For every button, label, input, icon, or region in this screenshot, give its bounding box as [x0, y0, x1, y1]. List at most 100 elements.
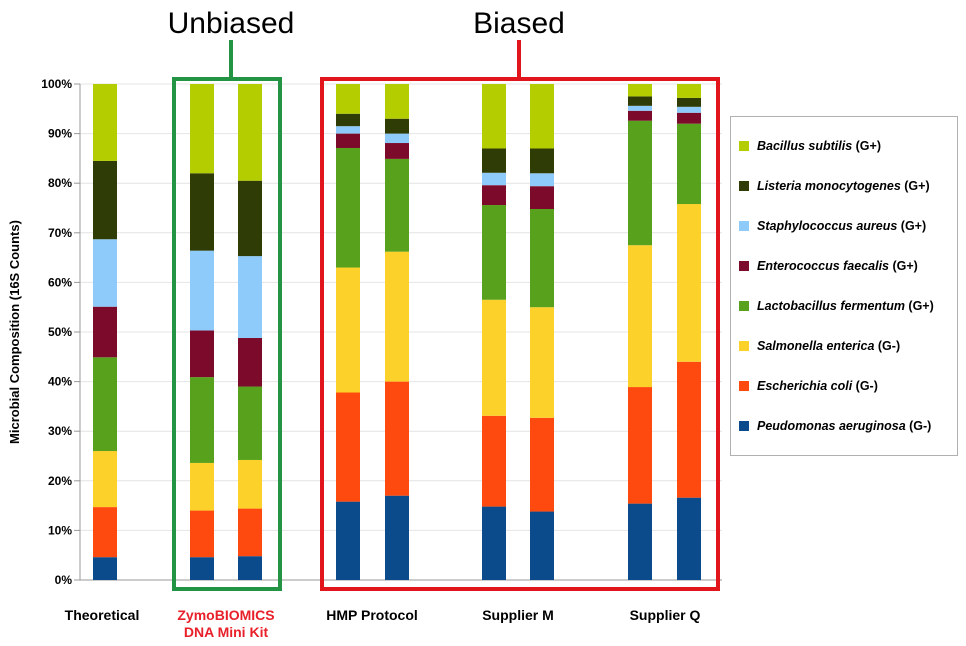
y-tick-label: 60%	[48, 275, 72, 289]
legend-swatch	[739, 301, 749, 311]
legend-label: Escherichia coli (G-)	[757, 379, 878, 393]
bar-segment	[482, 148, 506, 173]
bar-segment	[336, 133, 360, 148]
legend-gram-tag: (G+)	[897, 219, 927, 233]
bar-segment	[677, 84, 701, 98]
legend-species: Staphylococcus aureus	[757, 219, 898, 233]
y-tick-label: 90%	[48, 127, 72, 141]
y-axis: 0% 10% 20% 30% 40% 50% 60% 70% 80% 90% 100%	[41, 77, 722, 587]
bar-segment	[530, 208, 554, 308]
y-tick-label: 30%	[48, 424, 72, 438]
bar-segment	[190, 250, 214, 331]
y-tick-label: 10%	[48, 523, 72, 537]
bar-segment	[385, 133, 409, 144]
bar-segment	[190, 330, 214, 378]
y-tick-label: 20%	[48, 474, 72, 488]
bar-segment	[530, 307, 554, 418]
x-group-label: Theoretical	[65, 607, 140, 623]
annotations-layer: Unbiased Biased	[168, 7, 720, 591]
bar-segment	[628, 120, 652, 246]
bar-segment	[628, 245, 652, 388]
bar-segment	[482, 172, 506, 186]
legend-species: Salmonella enterica	[757, 339, 875, 353]
legend-gram-tag: (G-)	[874, 339, 901, 353]
legend-label: Listeria monocytogenes (G+)	[757, 179, 930, 193]
x-group-label: Supplier Q	[630, 607, 701, 623]
bar-segment	[628, 503, 652, 580]
bar-segment	[628, 105, 652, 111]
bar-segment	[482, 205, 506, 300]
legend-item: Escherichia coli (G-)	[739, 377, 878, 395]
legend-item: Salmonella enterica (G-)	[739, 337, 900, 355]
annotation-label: Biased	[473, 7, 565, 40]
legend-item: Peudomonas aeruginosa (G-)	[739, 417, 931, 435]
bar-segment	[238, 84, 262, 181]
bar-segment	[530, 84, 554, 149]
legend-label: Peudomonas aeruginosa (G-)	[757, 419, 931, 433]
annotation-box	[320, 77, 720, 591]
bar-segment	[190, 377, 214, 463]
legend-item: Listeria monocytogenes (G+)	[739, 177, 930, 195]
bar-segment	[190, 462, 214, 511]
y-tick-label: 80%	[48, 176, 72, 190]
y-tick-label: 0%	[55, 573, 73, 587]
bar-segment	[677, 123, 701, 205]
bar-segment	[238, 556, 262, 580]
bar-segment	[238, 180, 262, 257]
legend-swatch	[739, 341, 749, 351]
legend-gram-tag: (G+)	[904, 299, 934, 313]
bar-segment	[336, 126, 360, 134]
legend-species: Lactobacillus fermentum	[757, 299, 905, 313]
annotation-box	[172, 77, 282, 591]
bar-segment	[93, 239, 117, 307]
bar-segment	[385, 495, 409, 580]
bar-segment	[93, 84, 117, 161]
bar-segment	[336, 84, 360, 114]
bar-segment	[677, 497, 701, 580]
legend-gram-tag: (G+)	[900, 179, 930, 193]
bar-segment	[677, 112, 701, 124]
legend-swatch	[739, 421, 749, 431]
bar-segment	[93, 357, 117, 452]
legend-gram-tag: (G-)	[905, 419, 932, 433]
bar-segment	[385, 158, 409, 252]
bar-segment	[677, 361, 701, 498]
legend-item: Enterococcus faecalis (G+)	[739, 257, 918, 275]
bar-segment	[238, 508, 262, 557]
legend: Bacillus subtilis (G+) Listeria monocytog…	[730, 116, 958, 456]
bar-segment	[238, 337, 262, 387]
bar-segment	[530, 173, 554, 187]
bar-segment	[482, 185, 506, 206]
x-group-label: Supplier M	[482, 607, 554, 623]
bar-segment	[482, 84, 506, 149]
bar-segment	[385, 84, 409, 119]
bar-segment	[93, 160, 117, 240]
annotation-label: Unbiased	[168, 7, 295, 40]
y-axis-title: Microbial Composition (16S Counts)	[7, 220, 22, 444]
legend-label: Lactobacillus fermentum (G+)	[757, 299, 934, 313]
bar-segment	[677, 106, 701, 113]
legend-item: Lactobacillus fermentum (G+)	[739, 297, 934, 315]
bar-segment	[530, 186, 554, 209]
legend-swatch	[739, 381, 749, 391]
legend-swatch	[739, 221, 749, 231]
y-tick-label: 40%	[48, 375, 72, 389]
bar-segment	[190, 84, 214, 174]
bar-segment	[385, 381, 409, 496]
y-tick-label: 70%	[48, 226, 72, 240]
bar-segment	[385, 251, 409, 382]
bar-segment	[190, 510, 214, 558]
bar-segment	[677, 97, 701, 107]
bar-segment	[482, 415, 506, 507]
bar-segment	[336, 267, 360, 393]
legend-species: Escherichia coli	[757, 379, 853, 393]
bar-segment	[628, 84, 652, 97]
bar-segment	[238, 256, 262, 338]
bars-layer	[93, 84, 701, 580]
legend-label: Enterococcus faecalis (G+)	[757, 259, 918, 273]
bar-segment	[385, 143, 409, 159]
legend-species: Bacillus subtilis	[757, 139, 853, 153]
legend-species: Listeria monocytogenes	[757, 179, 901, 193]
